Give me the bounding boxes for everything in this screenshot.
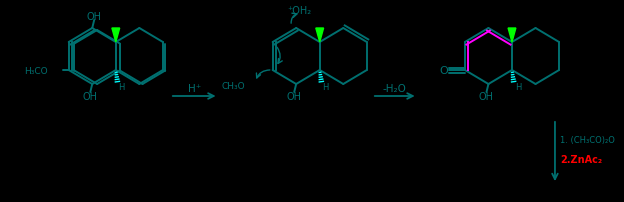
Text: H: H xyxy=(515,82,521,91)
Text: O: O xyxy=(439,66,448,76)
Text: OH: OH xyxy=(287,92,302,101)
Text: OH: OH xyxy=(479,92,494,101)
Text: ⁺OH₂: ⁺OH₂ xyxy=(287,6,311,16)
Text: H₃CO: H₃CO xyxy=(24,66,47,75)
Text: OH: OH xyxy=(83,92,98,101)
Text: -H₂O: -H₂O xyxy=(383,84,407,94)
Text: H: H xyxy=(323,82,329,91)
Text: H⁺: H⁺ xyxy=(188,84,201,94)
Text: 2.ZnAc₂: 2.ZnAc₂ xyxy=(560,154,602,164)
Polygon shape xyxy=(316,29,324,43)
Polygon shape xyxy=(112,29,120,43)
Text: 1. (CH₃CO)₂O: 1. (CH₃CO)₂O xyxy=(560,135,615,144)
Text: OH: OH xyxy=(87,12,102,22)
Text: CH₃O: CH₃O xyxy=(222,81,245,90)
Polygon shape xyxy=(508,29,516,43)
Text: H: H xyxy=(119,82,125,91)
